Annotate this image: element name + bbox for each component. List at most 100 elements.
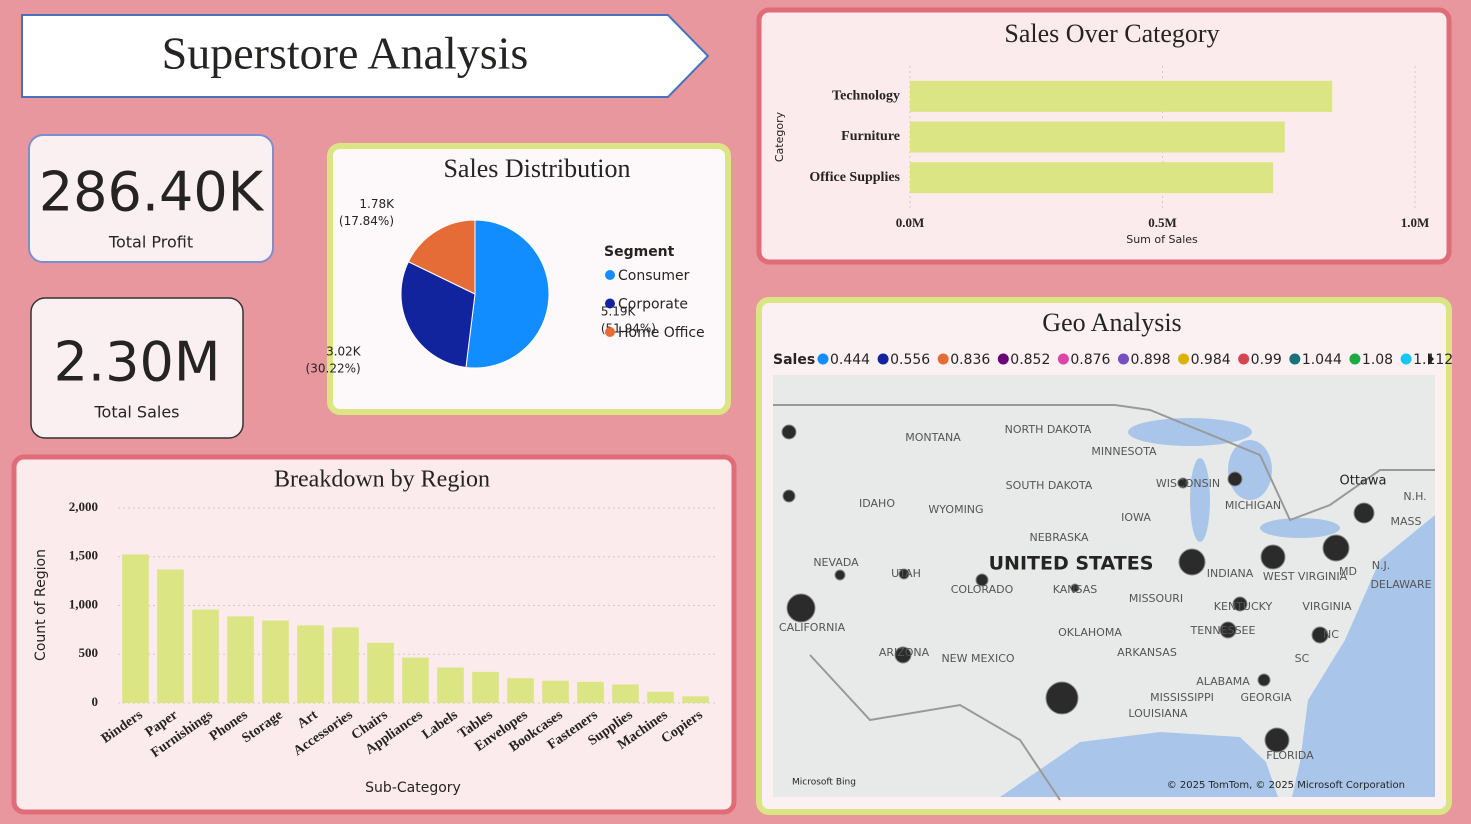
- map-label: NEW MEXICO: [941, 652, 1014, 665]
- bar: [122, 554, 149, 703]
- legend-label: 1.112: [1413, 352, 1453, 368]
- map-label: TENNESSEE: [1190, 624, 1256, 637]
- map-label: NEBRASKA: [1030, 531, 1089, 544]
- map-water: [1228, 440, 1272, 500]
- legend-swatch: [877, 353, 889, 365]
- map-marker: [1178, 548, 1206, 576]
- legend-label: 1.044: [1302, 352, 1342, 368]
- map-label: COLORADO: [951, 583, 1014, 596]
- map-provider: Microsoft Bing: [792, 778, 856, 788]
- map-border: [773, 404, 1435, 522]
- map-marker: [1070, 583, 1080, 593]
- map-label: SC: [1295, 652, 1310, 665]
- map-label: MASS: [1391, 515, 1422, 528]
- legend-swatch: [1349, 353, 1361, 365]
- map-label: MD: [1339, 565, 1357, 578]
- bar: [297, 625, 324, 703]
- map-label: UTAH: [891, 567, 921, 580]
- legend-label: Home Office: [618, 325, 705, 341]
- map-label: NEVADA: [813, 556, 859, 569]
- legend-swatch: [1178, 353, 1190, 365]
- y-tick-label: Technology: [832, 89, 900, 104]
- legend-swatch: [1057, 353, 1069, 365]
- map-label: ARKANSAS: [1117, 646, 1177, 659]
- y-tick-label: Furniture: [841, 129, 900, 144]
- map-marker: [975, 573, 989, 587]
- map-marker: [1232, 596, 1248, 612]
- map-marker: [1045, 681, 1079, 715]
- map-label: FLORIDA: [1266, 749, 1314, 762]
- legend-label: 1.08: [1362, 352, 1393, 368]
- legend-label: Corporate: [618, 297, 688, 313]
- legend-swatch: [1238, 353, 1250, 365]
- bar: [437, 667, 464, 703]
- bar: [577, 681, 604, 703]
- map-label: IDAHO: [859, 497, 895, 510]
- bar: [367, 642, 394, 703]
- data-label: 1.78K: [359, 197, 395, 211]
- chart-title: Sales Over Category: [1004, 19, 1219, 48]
- legend-label: 0.836: [950, 352, 990, 368]
- pie-slice: [465, 219, 550, 369]
- legend-swatch: [1400, 353, 1412, 365]
- map-country: UNITED STATES: [989, 553, 1154, 575]
- kpi-card: [30, 297, 244, 439]
- kpi-label: Total Profit: [108, 233, 193, 252]
- map-legend-title: Sales: [773, 352, 815, 368]
- bar: [612, 684, 639, 703]
- map: MONTANA NORTH DAKOTA MINNESOTA SOUTH DAK…: [773, 375, 1435, 801]
- map-label: Ottawa: [1340, 474, 1387, 489]
- y-tick-label: 500: [79, 645, 99, 660]
- map-label: VIRGINIA: [1302, 600, 1352, 613]
- y-axis-title: Category: [773, 111, 786, 162]
- map-border: [809, 654, 1061, 801]
- bar: [542, 680, 569, 703]
- y-tick-label: 2,000: [69, 499, 98, 514]
- y-tick-label: Office Supplies: [809, 170, 900, 185]
- map-label: N.J.: [1372, 559, 1390, 572]
- kpi-card: [28, 134, 274, 263]
- map-label: KENTUCKY: [1214, 600, 1273, 613]
- map-marker: [1264, 727, 1290, 753]
- map-label: INDIANA: [1207, 567, 1254, 580]
- map-label: MISSOURI: [1129, 592, 1183, 605]
- x-tick-label: 1.0M: [1401, 215, 1430, 230]
- legend-swatch: [937, 353, 949, 365]
- map-label: ARIZONA: [879, 646, 930, 659]
- map-label: MICHIGAN: [1225, 499, 1281, 512]
- map-label: WISCONSIN: [1156, 477, 1220, 490]
- legend-label: Consumer: [618, 268, 690, 284]
- x-tick-label: 0.5M: [1148, 215, 1177, 230]
- map-label: MONTANA: [905, 431, 961, 444]
- bar: [647, 691, 674, 703]
- legend-label: 0.99: [1251, 352, 1282, 368]
- legend-label: 0.556: [890, 352, 930, 368]
- map-marker: [1353, 502, 1375, 524]
- bar: [157, 569, 184, 703]
- map-marker: [1227, 471, 1243, 487]
- map-label: GEORGIA: [1240, 691, 1292, 704]
- map-label: CALIFORNIA: [779, 621, 846, 634]
- legend-swatch: [1289, 353, 1301, 365]
- map-water: [1190, 458, 1210, 542]
- map-marker: [1311, 626, 1329, 644]
- map-label: SOUTH DAKOTA: [1006, 479, 1093, 492]
- legend-label: 0.876: [1070, 352, 1110, 368]
- map-label: LOUISIANA: [1128, 707, 1188, 720]
- map-water: [1000, 732, 1278, 797]
- map-markers: [781, 424, 1375, 753]
- legend-scroll[interactable]: [1428, 353, 1434, 365]
- x-axis-title: Sum of Sales: [1126, 233, 1198, 246]
- y-tick-label: 1,000: [69, 596, 98, 611]
- bar: [472, 671, 499, 703]
- map-label: WEST VIRGINIA: [1263, 570, 1348, 583]
- panel: [11, 454, 737, 815]
- dashboard-title: Superstore Analysis: [162, 28, 529, 79]
- map-water: [1128, 418, 1252, 446]
- map-marker: [1219, 621, 1237, 639]
- legend-label: 0.898: [1130, 352, 1170, 368]
- bar: [910, 80, 1333, 112]
- legend-swatch: [817, 353, 829, 365]
- map-label: WYOMING: [928, 503, 983, 516]
